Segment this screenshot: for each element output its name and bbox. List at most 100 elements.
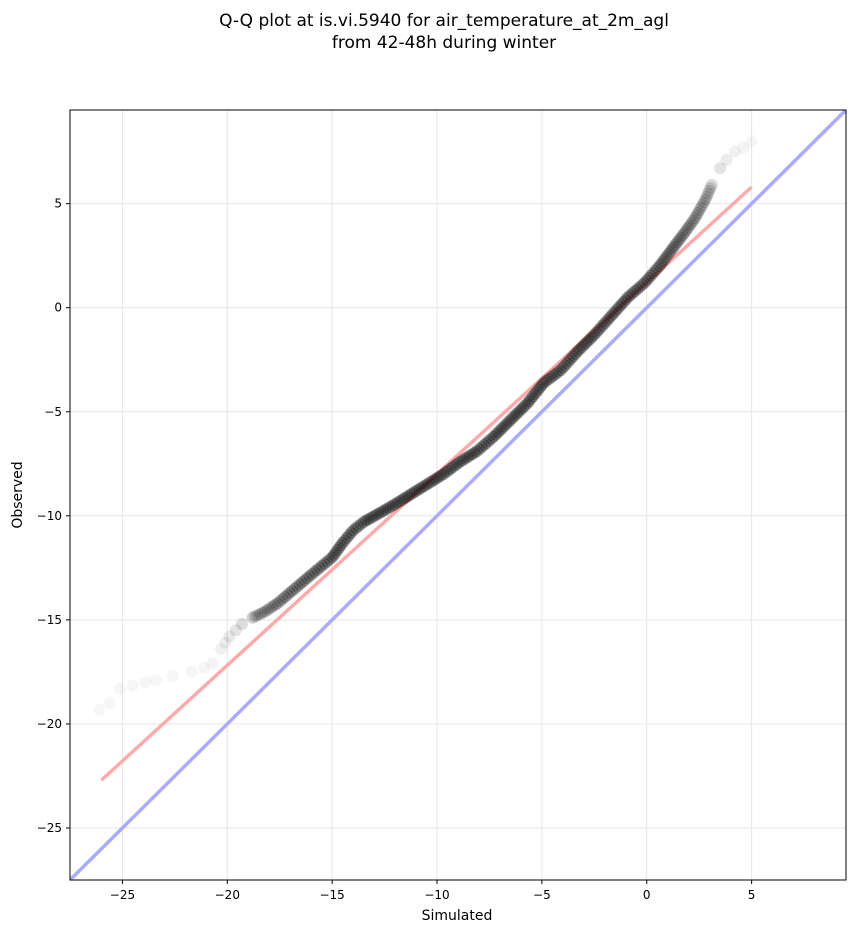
data-point [420,478,433,491]
data-point [561,357,574,370]
data-point [114,683,126,695]
data-point [607,307,620,320]
data-point [451,457,464,470]
data-point [647,267,660,280]
data-point [496,422,509,435]
data-point [667,241,680,254]
data-point [323,553,336,566]
data-point [461,451,474,464]
data-point [519,399,532,412]
data-point [186,666,198,678]
data-point [291,580,304,593]
y-tick-label: −15 [37,613,62,627]
data-point [624,289,637,302]
data-point [278,590,291,603]
data-point [485,432,498,445]
data-point [327,549,340,562]
data-point [651,262,664,275]
data-point [658,252,671,265]
data-point [596,319,609,332]
data-point [374,506,387,519]
data-point [615,298,628,311]
data-point [454,455,467,468]
data-point [642,271,655,284]
data-point [456,454,469,467]
x-axis: −25 −20 −15 −10 −5 0 5 [110,880,755,902]
data-point [714,162,727,175]
data-point [532,383,545,396]
data-point [512,405,525,418]
data-point [127,679,139,691]
data-point [526,390,539,403]
data-point [286,584,299,597]
data-point [246,611,259,624]
data-point [93,703,105,715]
data-point [619,293,632,306]
data-point [680,224,693,237]
data-point [664,245,677,258]
data-point [215,643,228,655]
data-point [502,416,515,429]
data-point [523,395,536,408]
data-point [308,566,321,578]
data-point [685,217,698,230]
data-point [318,557,331,570]
data-point [379,503,392,516]
x-tick-label: −5 [533,888,551,902]
data-point [439,466,452,479]
data-point [349,522,362,535]
fit-line [100,185,753,782]
data-point [311,563,324,576]
data-point [326,551,339,564]
data-point [248,610,261,623]
data-point [540,374,553,387]
data-point [556,361,569,374]
data-point [329,546,342,559]
data-point [288,582,301,595]
data-point [418,480,431,493]
y-tick-label: −10 [37,509,62,523]
data-point [631,282,644,295]
data-point [517,401,530,414]
data-point [355,518,367,531]
data-point [508,409,521,422]
data-point [369,509,382,522]
data-point [401,490,414,503]
data-point [687,214,700,227]
data-point [577,339,590,352]
y-tick-label: −25 [37,821,62,835]
data-point [425,475,438,488]
y-tick-label: 5 [54,197,62,211]
data-point [352,520,365,533]
data-point [660,250,673,263]
data-point [271,597,284,610]
data-point [316,559,329,572]
data-point [283,586,296,599]
data-point [259,605,272,618]
data-point [571,345,584,358]
data-point [254,608,267,621]
data-point [613,300,626,313]
data-point [547,369,560,382]
data-point [598,317,611,330]
data-point [422,477,435,490]
data-point [688,212,701,225]
data-point [605,310,618,323]
data-point [458,452,471,465]
data-point [364,511,377,524]
data-point [386,499,399,512]
data-point [391,496,404,509]
data-point [269,598,282,611]
data-point [298,574,311,587]
x-tick-label: 0 [643,888,651,902]
data-point [690,209,703,222]
data-point [665,243,678,256]
data-point [621,291,634,304]
data-point [629,285,642,298]
data-point [410,484,423,497]
data-point [256,606,269,619]
data-point [104,697,116,709]
data-point [542,373,555,386]
data-point [636,278,649,291]
data-point [303,570,316,583]
